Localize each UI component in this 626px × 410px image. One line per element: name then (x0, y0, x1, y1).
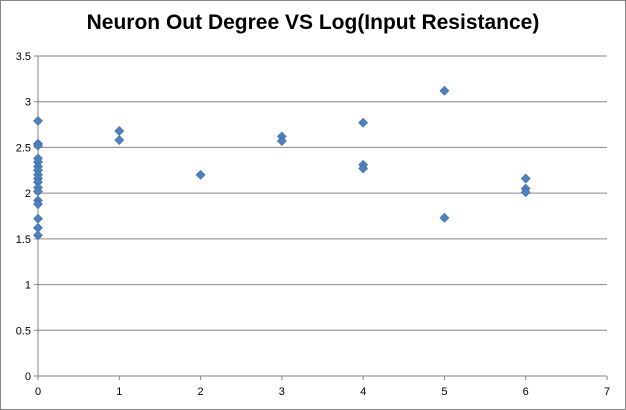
y-tick-label: 1.5 (16, 234, 31, 246)
data-point (358, 163, 369, 174)
data-point (114, 135, 125, 146)
data-point (33, 199, 43, 210)
data-point (276, 136, 287, 146)
data-point (33, 213, 43, 224)
data-point (33, 230, 43, 241)
data-point (33, 140, 43, 151)
x-tick-label: 2 (198, 386, 204, 398)
data-point (439, 85, 450, 96)
y-tick-label: 1 (25, 280, 31, 292)
x-tick-label: 3 (279, 386, 285, 398)
y-tick-label: 2 (25, 188, 31, 200)
data-point (520, 187, 531, 198)
x-tick-label: 5 (441, 386, 447, 398)
x-tick-label: 4 (360, 386, 366, 398)
x-tick-label: 7 (604, 386, 610, 398)
y-tick-label: 3 (25, 97, 31, 109)
data-point (358, 117, 369, 128)
y-tick-label: 0.5 (16, 325, 31, 337)
data-point (195, 169, 206, 180)
y-tick-label: 2.5 (16, 142, 31, 154)
data-point (520, 173, 531, 184)
data-point (439, 212, 450, 223)
x-tick-label: 0 (35, 386, 41, 398)
y-tick-label: 0 (25, 371, 31, 383)
y-tick-label: 3.5 (16, 51, 31, 63)
chart-title: Neuron Out Degree VS Log(Input Resistanc… (86, 11, 540, 34)
x-tick-label: 1 (116, 386, 122, 398)
x-tick-label: 6 (523, 386, 529, 398)
data-point (33, 115, 43, 126)
data-point (114, 126, 125, 136)
